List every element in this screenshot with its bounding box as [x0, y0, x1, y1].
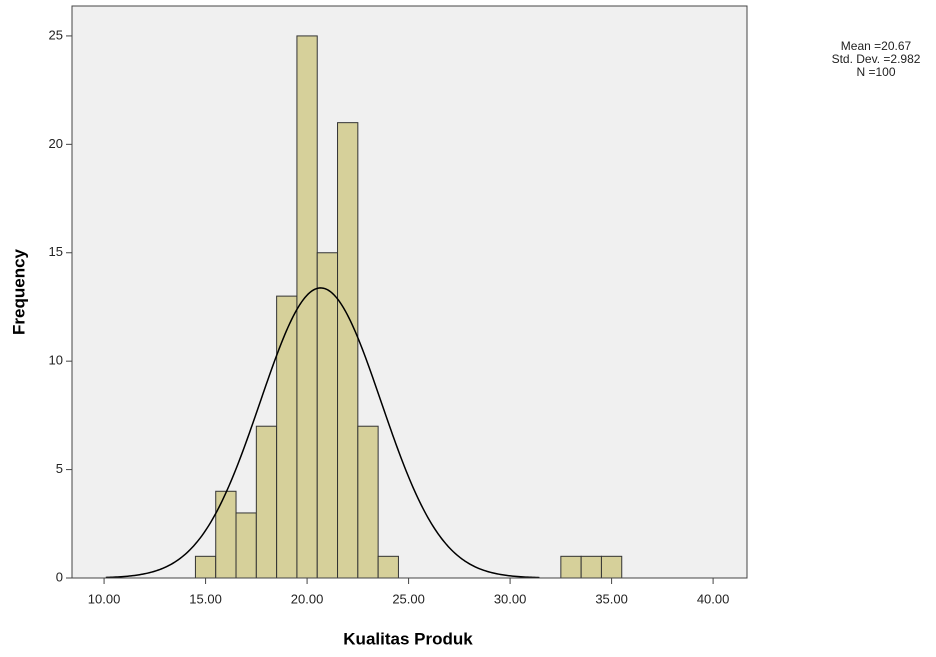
- y-axis-title: Frequency: [9, 248, 28, 335]
- stat-value: 2.982: [890, 52, 920, 66]
- bar: [255, 425, 278, 579]
- x-axis-title: Kualitas Produk: [343, 629, 473, 648]
- bar: [580, 555, 602, 579]
- bar: [600, 555, 623, 579]
- stat-label: Mean =: [841, 39, 881, 53]
- bar: [276, 295, 298, 579]
- x-tick-label: 15.00: [189, 591, 222, 606]
- y-tick-label: 15: [49, 244, 63, 259]
- y-tick-label: 5: [56, 461, 63, 476]
- stat-value: 20.67: [881, 39, 911, 53]
- bar: [560, 555, 582, 579]
- y-tick-label: 0: [56, 569, 63, 584]
- x-tick-label: 25.00: [392, 591, 425, 606]
- x-tick-label: 40.00: [697, 591, 730, 606]
- bar: [377, 555, 399, 579]
- y-tick-label: 20: [49, 136, 63, 151]
- bar: [316, 252, 339, 579]
- bar: [194, 555, 217, 579]
- x-tick-label: 30.00: [494, 591, 527, 606]
- x-tick-label: 10.00: [88, 591, 121, 606]
- bar: [235, 512, 257, 579]
- stat-line: N =100: [856, 65, 895, 79]
- bar: [357, 425, 379, 579]
- stat-line: Mean =20.67: [841, 39, 912, 53]
- bar: [296, 35, 318, 579]
- stat-value: 100: [875, 65, 895, 79]
- bar: [337, 122, 359, 579]
- bar: [215, 490, 237, 579]
- stat-line: Std. Dev. =2.982: [832, 52, 921, 66]
- plot-area: [71, 5, 748, 579]
- y-tick-label: 10: [49, 353, 63, 368]
- stat-label: Std. Dev. =: [832, 52, 891, 66]
- x-tick-label: 35.00: [595, 591, 628, 606]
- normal-curve: [105, 287, 540, 579]
- x-tick-label: 20.00: [291, 591, 324, 606]
- y-tick-label: 25: [49, 27, 63, 42]
- plot-border: [71, 5, 748, 579]
- stat-label: N =: [856, 65, 875, 79]
